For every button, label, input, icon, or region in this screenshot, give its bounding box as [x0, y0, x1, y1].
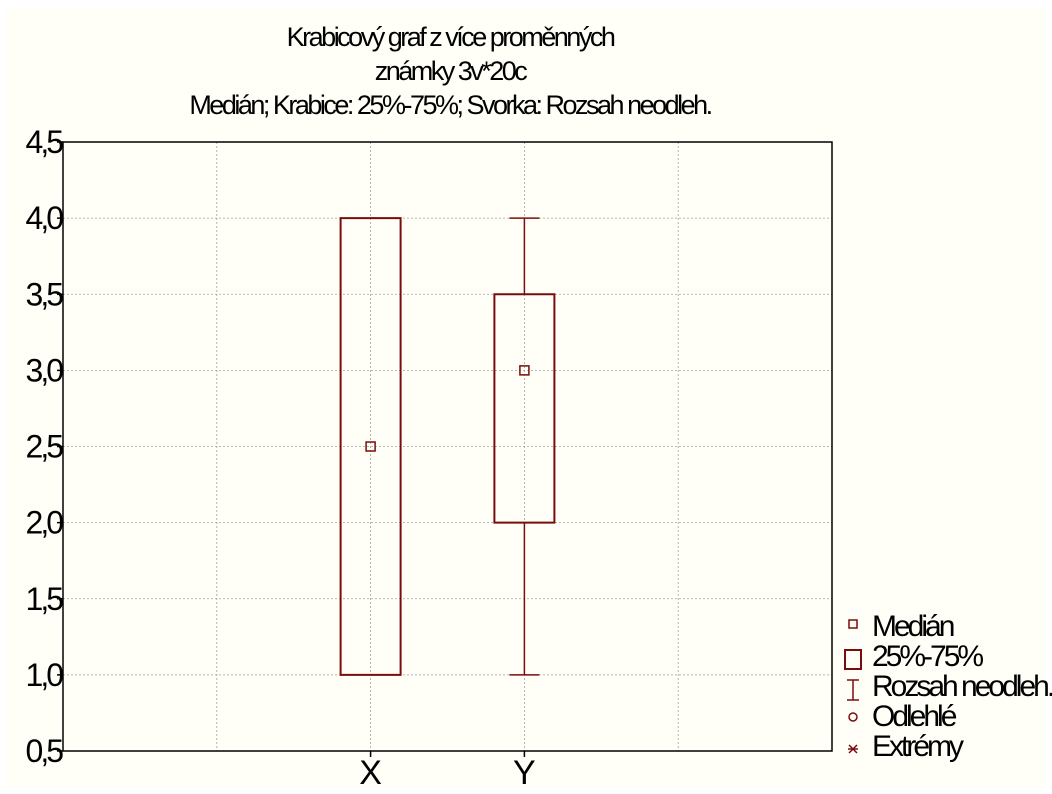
y-tick-label: 4,5	[26, 124, 64, 160]
legend-item-median: Medián	[842, 612, 1047, 642]
box-x	[339, 217, 402, 676]
y-tick-label: 2,5	[26, 429, 64, 465]
legend-label-whisker: Rozsah neodleh.	[872, 670, 1052, 703]
legend-label-median: Medián	[872, 610, 955, 643]
legend-item-whisker: Rozsah neodleh.	[842, 672, 1052, 702]
median-marker	[365, 441, 376, 452]
chart-frame	[6, 8, 1046, 788]
axes: 0,5 1,0 1,5 2,0 2,5 3,0 3,5 4,0 4,5 X Y	[26, 124, 536, 792]
legend-item-outlier: Odlehlé	[842, 702, 1047, 732]
box-icon	[844, 649, 862, 670]
y-tick-label: 1,0	[26, 657, 64, 693]
y-tick-label: 3,5	[26, 276, 64, 312]
median-square-icon	[848, 619, 858, 629]
legend-item-box: 25%-75%	[842, 642, 1047, 672]
x-tick-label: Y	[513, 754, 536, 792]
legend: Medián 25%-75% Rozsah neodleh. Odlehlé E…	[842, 612, 1052, 762]
circle-icon	[848, 712, 858, 722]
title-line-3: Medián; Krabice: 25%-75%; Svorka: Rozsah…	[189, 90, 713, 120]
y-tick-label: 1,5	[26, 581, 64, 617]
legend-label-box: 25%-75%	[872, 640, 984, 673]
y-tick-label: 3,0	[26, 352, 64, 388]
x-tick-label: X	[359, 754, 382, 792]
star-icon	[848, 744, 858, 754]
box-y	[493, 217, 556, 676]
title-line-1: Krabicový graf z více proměnných	[286, 22, 616, 52]
y-tick-label: 4,0	[26, 200, 64, 236]
chart-title: Krabicový graf z více proměnných známky …	[60, 20, 840, 122]
box-iqr	[493, 293, 556, 524]
whisker-icon	[847, 679, 859, 701]
box-series	[339, 217, 556, 676]
legend-label-outlier: Odlehlé	[872, 700, 957, 733]
y-tick-label: 2,0	[26, 505, 64, 541]
legend-item-extreme: Extrémy	[842, 732, 1047, 762]
legend-label-extreme: Extrémy	[872, 730, 964, 763]
title-line-2: známky 3v*20c	[374, 56, 528, 86]
median-marker	[519, 365, 530, 376]
y-tick-label: 0,5	[26, 733, 64, 769]
grid-lines	[63, 142, 832, 751]
box-iqr	[339, 217, 402, 676]
